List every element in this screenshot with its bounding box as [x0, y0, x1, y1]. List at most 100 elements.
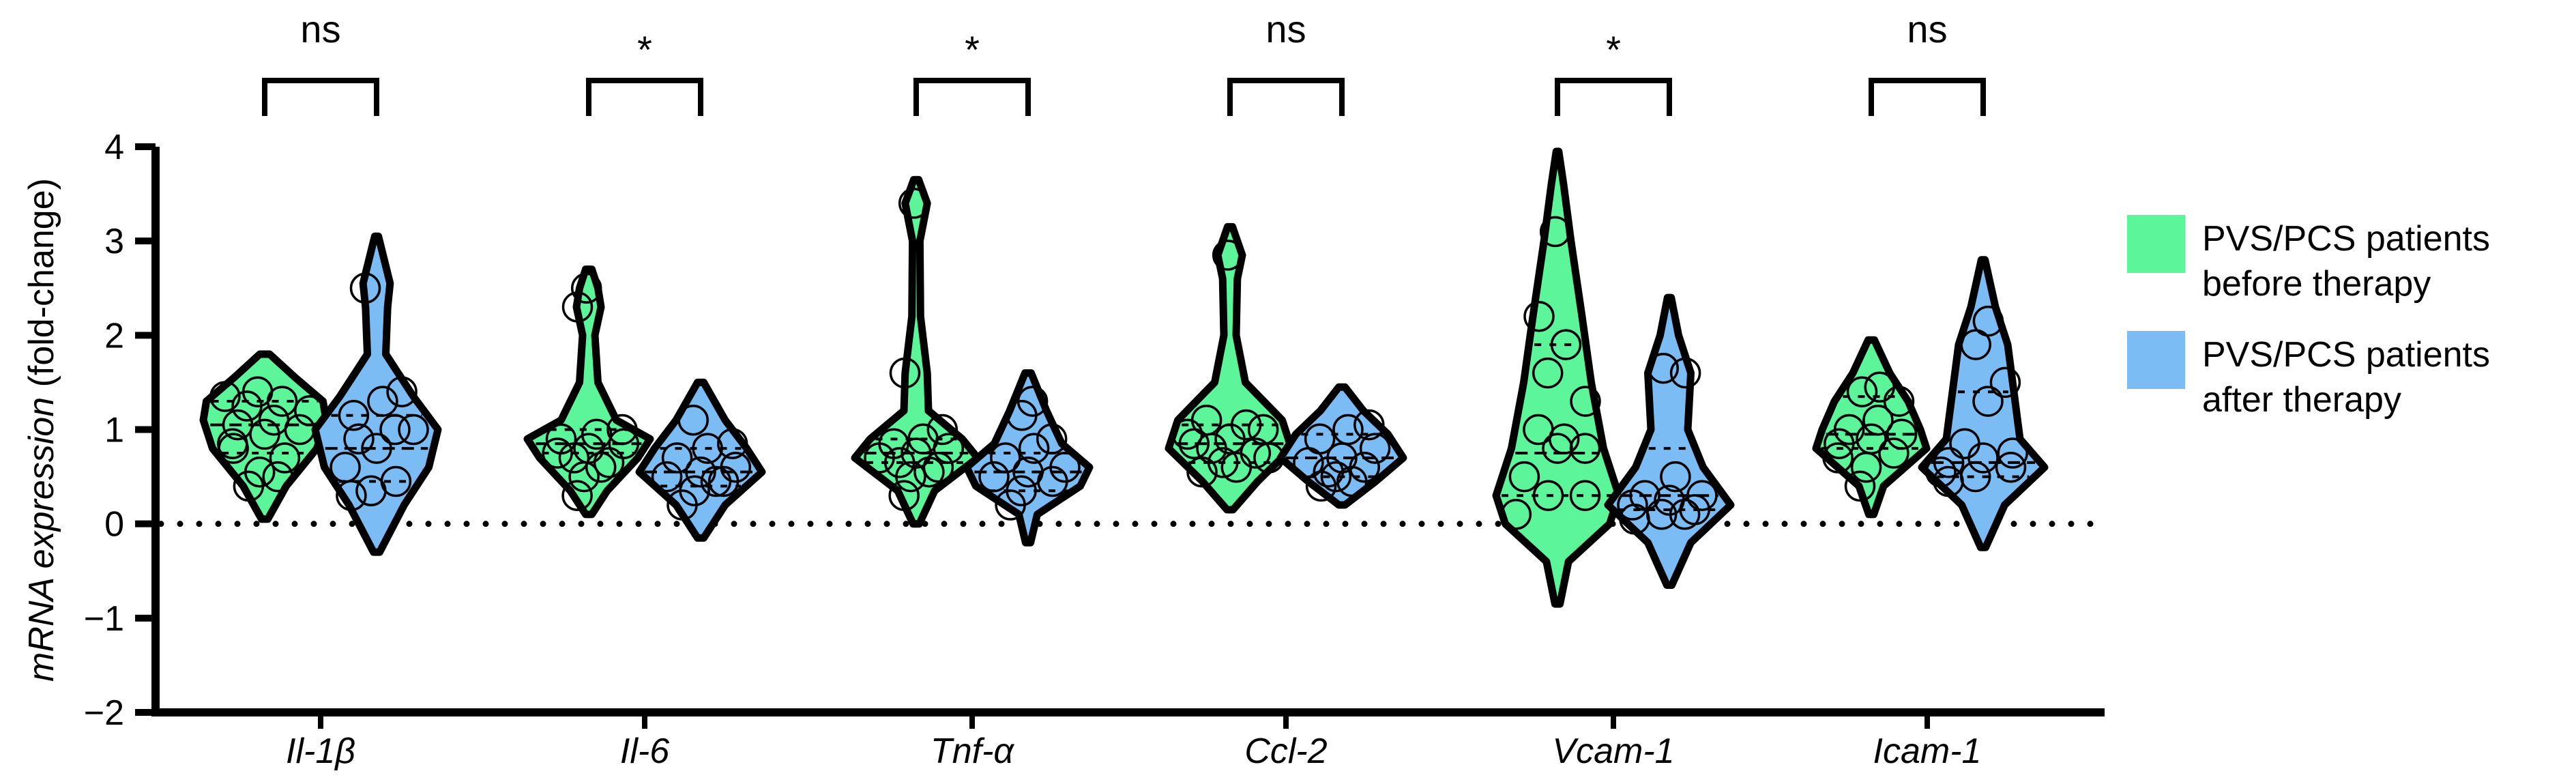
data-point [913, 456, 945, 488]
y-tick-label: −2 [84, 693, 124, 733]
data-point [330, 452, 361, 483]
y-tick-label: 4 [104, 128, 124, 167]
data-point [1036, 423, 1068, 455]
data-point [606, 414, 638, 446]
significance-label: ns [300, 8, 340, 50]
data-point [349, 272, 381, 304]
data-point [585, 452, 617, 483]
data-point [1669, 357, 1701, 389]
data-point [379, 414, 411, 446]
data-point [1332, 414, 1364, 446]
data-point [570, 272, 602, 304]
data-point [561, 480, 593, 511]
data-point [222, 409, 254, 441]
data-point [1669, 499, 1701, 530]
significance-bracket [1227, 78, 1345, 116]
significance-bracket [262, 78, 379, 116]
data-point [1886, 418, 1918, 450]
data-point [1508, 461, 1540, 493]
data-point [1006, 475, 1037, 507]
data-point [1353, 409, 1385, 441]
data-point [889, 357, 921, 389]
data-point [1016, 386, 1049, 417]
data-point [1539, 216, 1571, 248]
data-point [907, 423, 939, 455]
y-tick-label: 2 [104, 316, 124, 356]
data-point [677, 404, 709, 436]
data-point [361, 433, 392, 464]
significance-bracket [913, 78, 1031, 116]
data-point [1972, 386, 2004, 417]
y-axis-label-italic: mRNA expression [22, 397, 61, 682]
data-point [542, 437, 573, 469]
data-point [1500, 499, 1532, 530]
data-point [1645, 499, 1678, 530]
significance-label: * [965, 28, 980, 71]
data-point [258, 404, 290, 436]
y-tick-label: 1 [104, 411, 124, 450]
x-category-label: Icam-1 [1873, 732, 1982, 771]
data-point [1212, 240, 1244, 271]
data-point [661, 442, 693, 474]
data-point [1629, 480, 1660, 511]
data-point [1018, 433, 1050, 464]
data-point [1532, 357, 1564, 389]
data-point [685, 456, 716, 488]
significance-label: * [1606, 28, 1621, 71]
data-point [1959, 461, 1991, 493]
data-point [990, 442, 1021, 474]
x-category-label: Il-6 [620, 732, 669, 771]
data-point [1320, 461, 1352, 493]
significance-label: ns [1907, 8, 1947, 50]
data-point [241, 376, 274, 407]
violins-layer [158, 147, 2108, 608]
data-point [692, 433, 723, 464]
axes-layer [151, 147, 2105, 716]
data-point [608, 428, 640, 459]
data-point [1660, 461, 1691, 493]
data-point [1997, 437, 2028, 469]
data-point [367, 386, 398, 417]
data-point [1304, 423, 1336, 455]
significance-bracket [586, 78, 703, 116]
data-point [398, 414, 429, 446]
data-point [1049, 452, 1081, 483]
data-point [1648, 352, 1679, 384]
data-point [1305, 470, 1337, 502]
data-point [1878, 437, 1909, 469]
data-point [1844, 470, 1876, 502]
data-point [1253, 442, 1285, 474]
significance-label: ns [1265, 8, 1306, 50]
data-point [1196, 433, 1227, 464]
violin-3-1 [1276, 383, 1407, 509]
legend-label: before therapy [2202, 264, 2431, 304]
violin-4-0 [1492, 147, 1623, 608]
data-point [716, 428, 748, 459]
significance-bracket [1869, 78, 1986, 116]
data-point [1220, 452, 1253, 483]
data-point [1570, 386, 1601, 417]
data-point [898, 188, 930, 219]
data-point [1686, 480, 1718, 511]
x-category-label: Vcam-1 [1552, 732, 1674, 771]
data-point [1933, 447, 1965, 478]
data-point [1856, 423, 1887, 455]
data-point [1925, 456, 1957, 488]
data-point [269, 442, 301, 474]
data-point [700, 465, 732, 497]
data-point [380, 465, 412, 497]
y-tick-label: 0 [104, 505, 124, 545]
data-point [1569, 480, 1601, 511]
data-point [978, 461, 1010, 493]
legend: PVS/PCS patients before therapy PVS/PCS pa… [2127, 215, 2490, 420]
data-point [888, 480, 920, 511]
data-point [218, 433, 249, 464]
data-point [1523, 300, 1555, 332]
x-category-label: Il-1β [286, 732, 355, 771]
data-point [244, 456, 276, 488]
data-point [581, 418, 613, 450]
data-point [878, 428, 909, 459]
data-point [1359, 433, 1391, 464]
data-point [1989, 366, 2021, 399]
